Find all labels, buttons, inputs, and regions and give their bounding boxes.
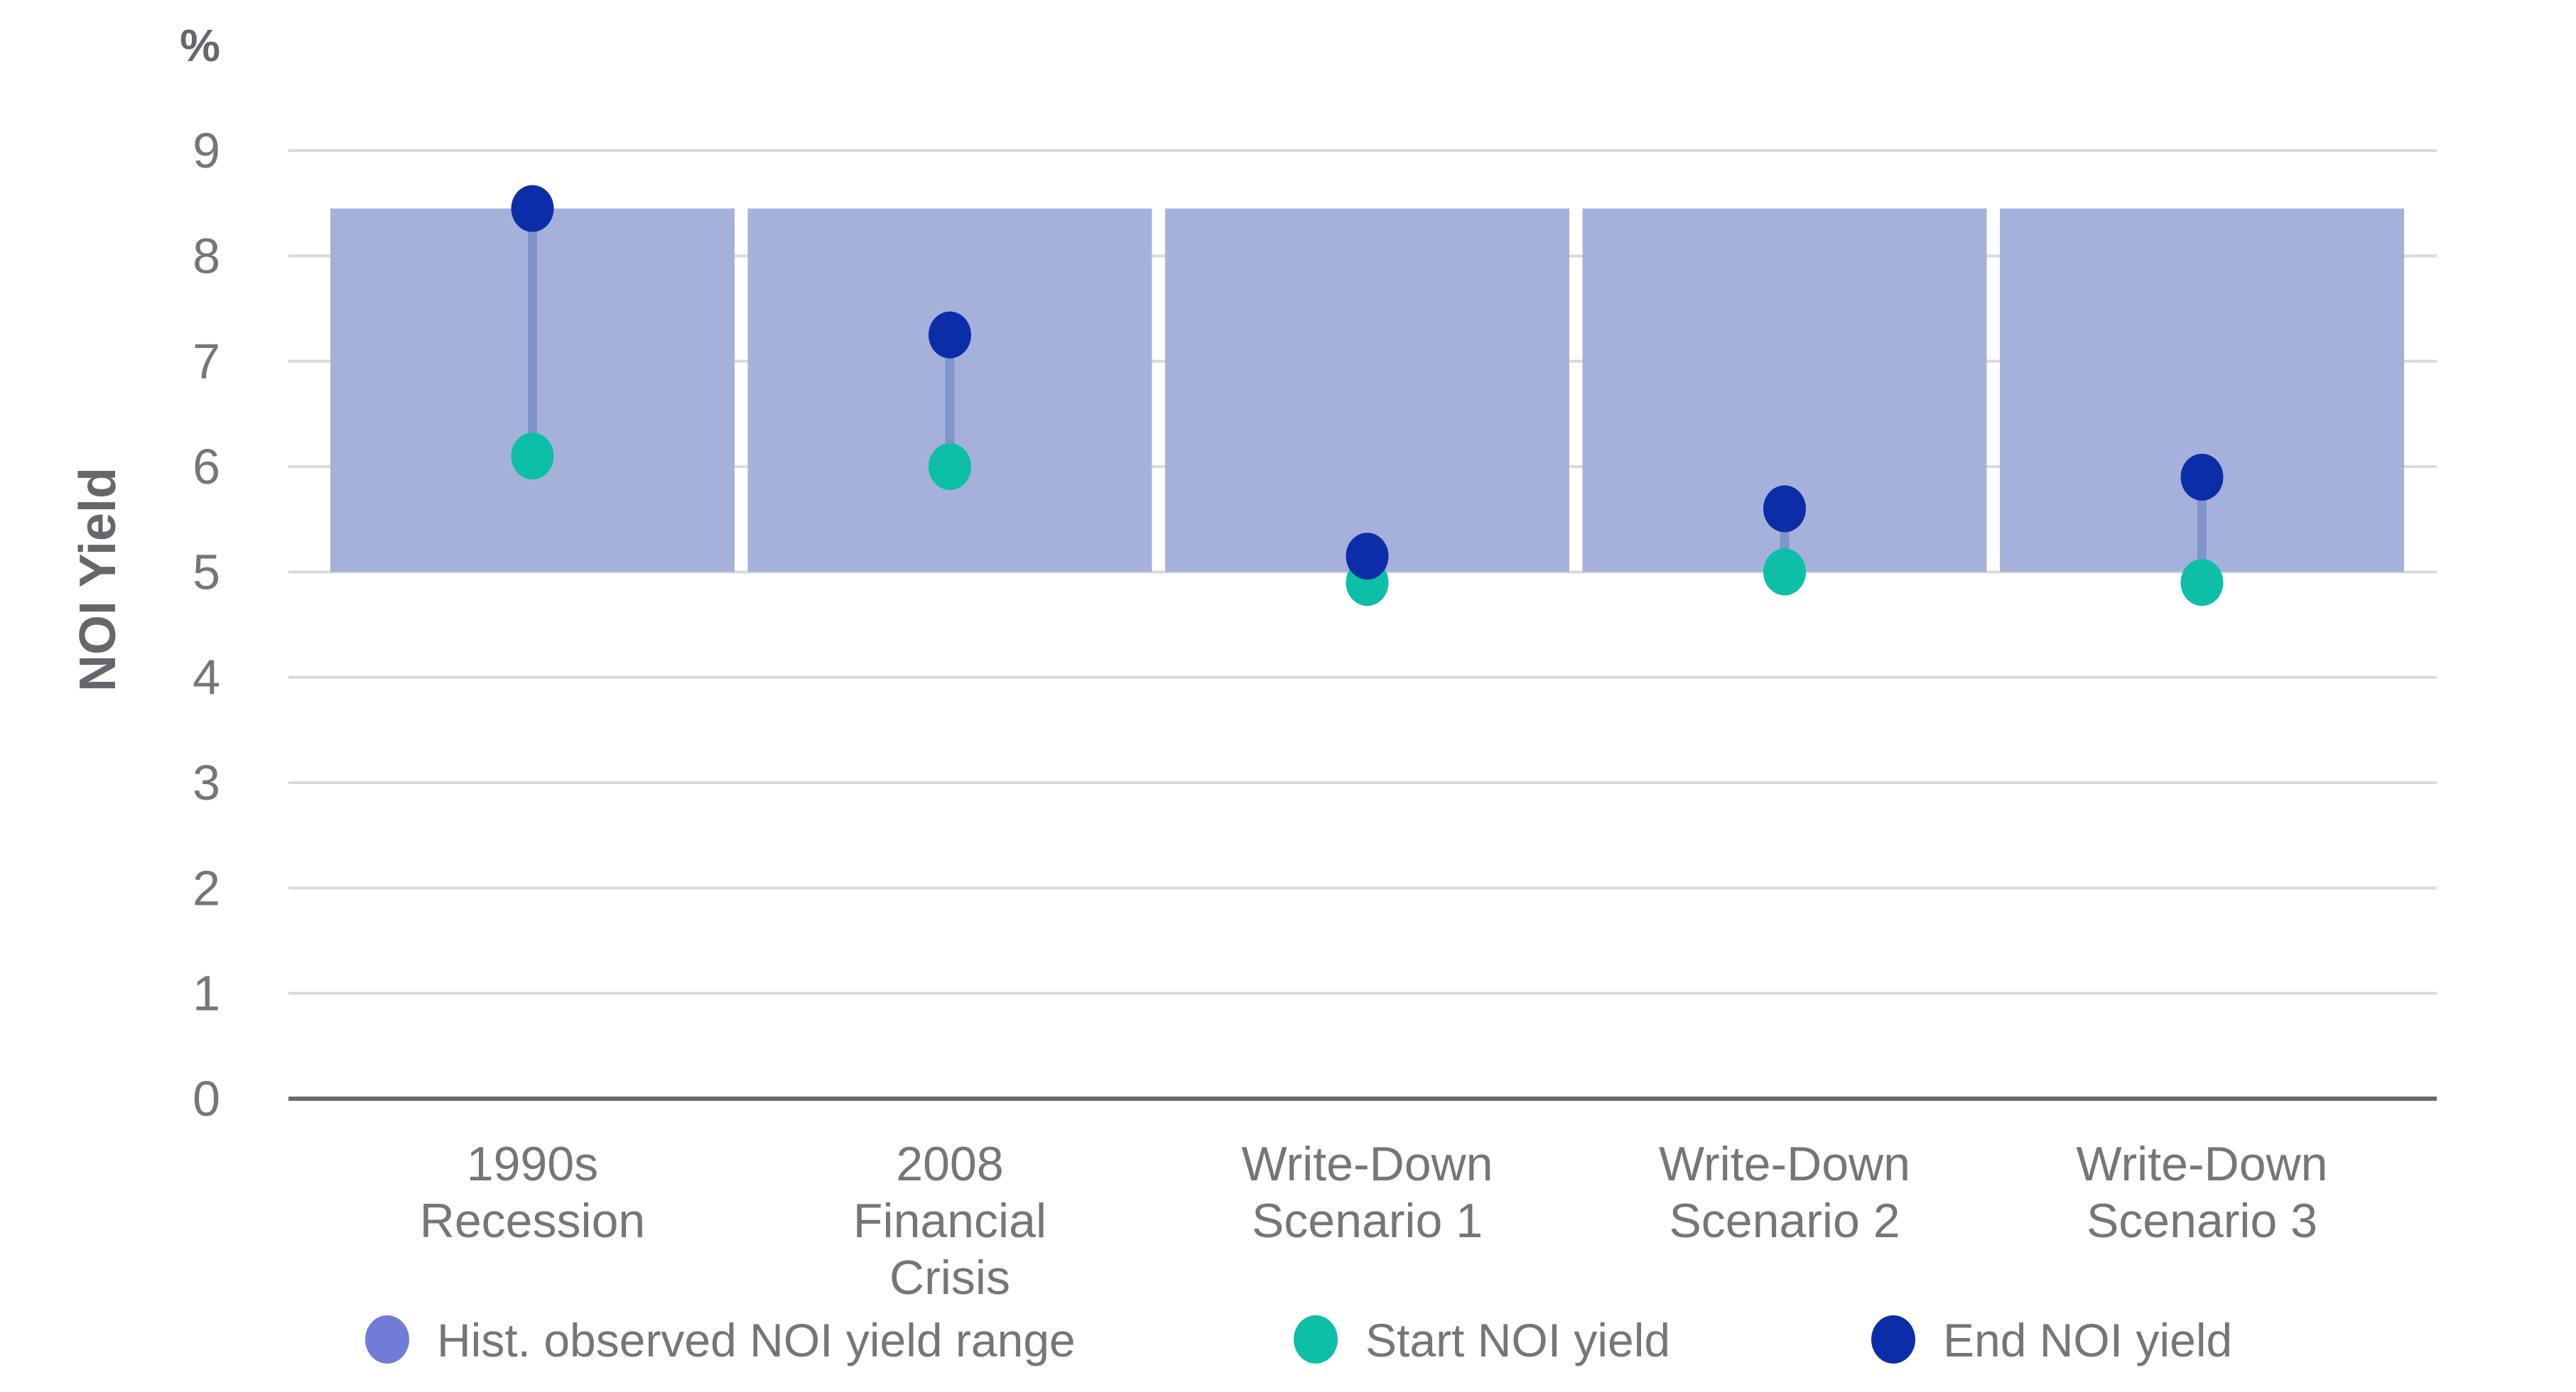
range-bands xyxy=(330,208,2404,572)
y-tick-label-6: 6 xyxy=(193,439,220,494)
legend-label-hist-observed-noi-yield-range: Hist. observed NOI yield range xyxy=(437,1314,1076,1366)
end-dot-write-down-scenario-1 xyxy=(1346,533,1389,580)
dumbbell-marks xyxy=(511,185,2224,607)
legend-item-start-noi-yield: Start NOI yield xyxy=(1294,1314,1670,1366)
range-band-write-down-scenario-1 xyxy=(1165,208,1569,572)
x-label-1990s-recession: 1990s Recession xyxy=(420,1137,646,1248)
y-tick-label-3: 3 xyxy=(193,755,220,810)
x-label-2008-financial-crisis: 2008 Financial Crisis xyxy=(853,1137,1046,1305)
legend: Hist. observed NOI yield range Start NOI … xyxy=(365,1314,2232,1366)
end-dot-write-down-scenario-3 xyxy=(2180,453,2224,501)
x-label-write-down-scenario-2: Write-Down Scenario 2 xyxy=(1659,1137,1910,1248)
legend-marker-start-noi-yield xyxy=(1294,1315,1338,1364)
end-dot-write-down-scenario-2 xyxy=(1763,485,1806,533)
legend-marker-hist-observed-noi-yield-range xyxy=(365,1315,409,1364)
y-tick-label-5: 5 xyxy=(193,544,220,599)
x-label-write-down-scenario-1: Write-Down Scenario 1 xyxy=(1242,1137,1493,1248)
y-tick-label-7: 7 xyxy=(193,334,220,389)
legend-marker-end-noi-yield xyxy=(1871,1315,1915,1364)
start-dot-1990s-recession xyxy=(511,433,554,480)
y-tick-label-1: 1 xyxy=(193,966,220,1021)
start-dot-write-down-scenario-3 xyxy=(2180,559,2224,607)
y-axis-unit-label: % xyxy=(180,20,220,71)
legend-item-end-noi-yield: End NOI yield xyxy=(1871,1314,2232,1366)
y-tick-label-4: 4 xyxy=(193,650,220,705)
start-dot-2008-financial-crisis xyxy=(929,443,971,490)
y-tick-label-8: 8 xyxy=(193,228,220,283)
end-dot-1990s-recession xyxy=(511,185,554,232)
y-tick-label-2: 2 xyxy=(193,860,220,915)
x-label-write-down-scenario-3: Write-Down Scenario 3 xyxy=(2077,1137,2328,1248)
x-category-labels: 1990s Recession 2008 Financial Crisis Write-D… xyxy=(420,1137,2328,1305)
y-axis-title: NOI Yield xyxy=(70,467,126,692)
legend-item-hist-observed-noi-yield-range: Hist. observed NOI yield range xyxy=(365,1314,1076,1366)
start-dot-write-down-scenario-2 xyxy=(1763,548,1806,596)
y-tick-label-0: 0 xyxy=(193,1071,220,1126)
y-tick-label-9: 9 xyxy=(193,123,220,178)
legend-label-start-noi-yield: Start NOI yield xyxy=(1365,1314,1670,1366)
y-tick-labels: 0 1 2 3 4 5 6 7 8 9 xyxy=(193,123,220,1126)
legend-label-end-noi-yield: End NOI yield xyxy=(1943,1314,2232,1366)
end-dot-2008-financial-crisis xyxy=(929,311,971,359)
